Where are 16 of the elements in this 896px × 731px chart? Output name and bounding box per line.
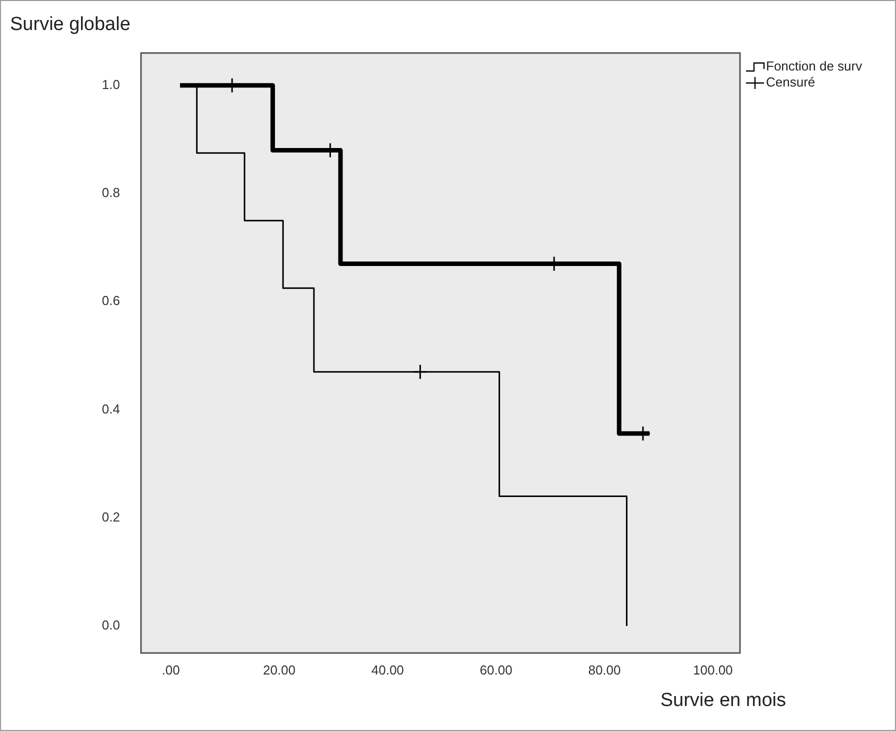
- x-axis-title: Survie en mois: [660, 690, 786, 712]
- x-tick-label: 60.00: [480, 662, 512, 678]
- y-tick-label: 0.4: [102, 401, 120, 416]
- x-tick-label: 20.00: [262, 662, 296, 678]
- legend-label: Censuré: [766, 74, 816, 90]
- y-tick-label: 0.6: [102, 293, 120, 308]
- y-tick-label: 0.2: [102, 509, 120, 524]
- y-tick-label: 0.0: [102, 618, 120, 633]
- x-tick-label: 100.00: [693, 662, 733, 678]
- legend-label: Fonction de surv: [766, 58, 863, 74]
- y-tick-label: 1.0: [102, 77, 120, 92]
- y-tick-label: 0.8: [102, 185, 120, 200]
- x-tick-label: 40.00: [371, 662, 404, 678]
- x-tick-label: .00: [162, 662, 180, 678]
- chart-title: Survie globale: [10, 14, 130, 36]
- x-tick-label: 80.00: [588, 662, 621, 678]
